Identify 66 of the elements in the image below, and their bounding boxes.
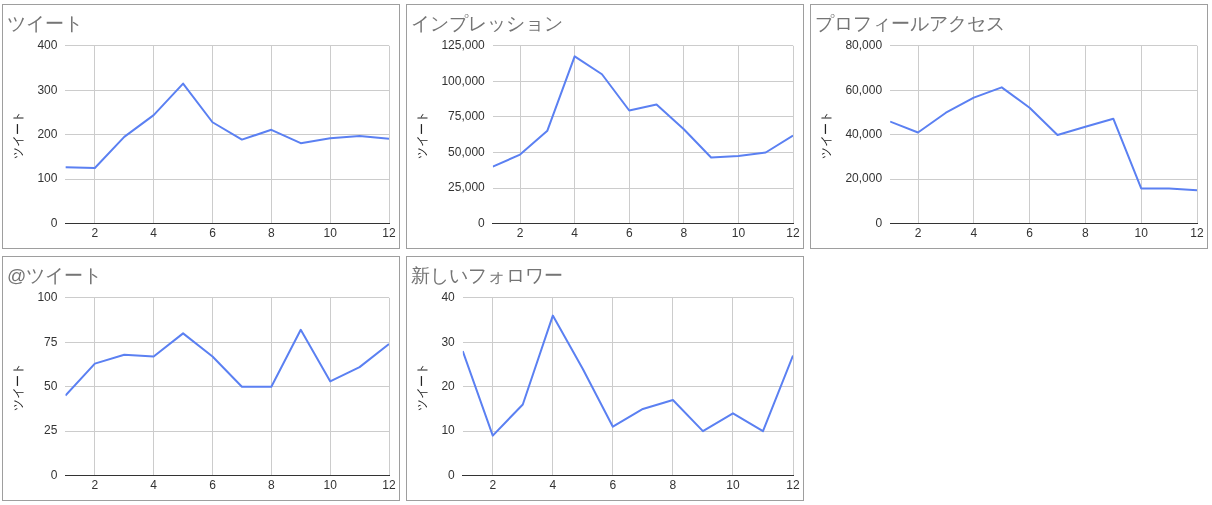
x-tick-label: 12	[786, 226, 800, 241]
x-tick-label: 4	[571, 226, 579, 241]
y-tick-label: 0	[448, 467, 456, 482]
y-tick-label: 60,000	[845, 82, 883, 97]
y-tick-label: 100,000	[441, 73, 486, 88]
x-tick-label: 10	[1134, 226, 1149, 241]
y-tick-label: 400	[37, 38, 58, 53]
y-tick-label: 300	[37, 82, 58, 97]
x-tick-label: 2	[914, 226, 922, 241]
y-tick-label: 100	[37, 171, 58, 186]
y-tick-label: 50	[44, 379, 58, 394]
y-tick-label: 0	[50, 467, 58, 482]
y-tick-label: 125,000	[441, 38, 486, 53]
y-tick-label: 20	[441, 379, 456, 394]
y-tick-label: 30	[441, 334, 456, 349]
y-tick-label: 20,000	[845, 171, 883, 186]
x-tick-label: 6	[209, 478, 217, 493]
x-tick-label: 2	[91, 226, 99, 241]
x-tick-label: 10	[731, 226, 746, 241]
x-tick-label: 10	[323, 226, 338, 241]
x-tick-label: 6	[609, 478, 617, 493]
y-axis-title: ツイート	[414, 110, 429, 159]
x-tick-label: 12	[382, 478, 396, 493]
y-tick-label: 0	[50, 215, 58, 230]
x-tick-label: 8	[669, 478, 677, 493]
y-tick-label: 100	[37, 290, 58, 305]
x-tick-label: 8	[680, 226, 688, 241]
x-tick-label: 10	[323, 478, 338, 493]
x-tick-label: 4	[970, 226, 978, 241]
y-tick-label: 80,000	[845, 38, 883, 53]
y-axis-title: ツイート	[10, 362, 25, 411]
y-tick-label: 40,000	[845, 127, 883, 142]
y-tick-label: 50,000	[448, 144, 486, 159]
x-tick-label: 6	[1026, 226, 1034, 241]
x-tick-label: 8	[267, 478, 275, 493]
y-tick-label: 25,000	[448, 180, 486, 195]
y-tick-label: 10	[441, 423, 456, 438]
x-tick-label: 2	[91, 478, 99, 493]
chart-title: ツイート	[7, 12, 83, 34]
y-axis-title: ツイート	[818, 110, 833, 159]
x-tick-label: 8	[267, 226, 275, 241]
y-tick-label: 0	[478, 215, 486, 230]
chart-title: インプレッション	[411, 12, 563, 34]
x-tick-label: 6	[625, 226, 633, 241]
y-tick-label: 0	[875, 215, 883, 230]
y-tick-label: 25	[44, 423, 58, 438]
x-tick-label: 4	[150, 226, 158, 241]
y-tick-label: 75	[44, 334, 58, 349]
chart-title: プロフィールアクセス	[815, 12, 1005, 34]
x-tick-label: 2	[489, 478, 497, 493]
y-tick-label: 200	[37, 127, 58, 142]
y-tick-label: 75,000	[448, 109, 486, 124]
x-tick-label: 4	[150, 478, 158, 493]
x-tick-label: 8	[1082, 226, 1090, 241]
x-tick-label: 12	[1190, 226, 1204, 241]
y-axis-title: ツイート	[10, 110, 25, 159]
y-axis-title: ツイート	[414, 362, 429, 411]
x-tick-label: 4	[549, 478, 557, 493]
chart-title: @ツイート	[7, 264, 103, 286]
x-tick-label: 6	[209, 226, 217, 241]
x-tick-label: 2	[516, 226, 524, 241]
y-tick-label: 40	[441, 290, 456, 305]
chart-title: 新しいフォロワー	[411, 264, 563, 286]
x-tick-label: 12	[786, 478, 800, 493]
x-tick-label: 10	[726, 478, 740, 493]
x-tick-label: 12	[382, 226, 396, 241]
